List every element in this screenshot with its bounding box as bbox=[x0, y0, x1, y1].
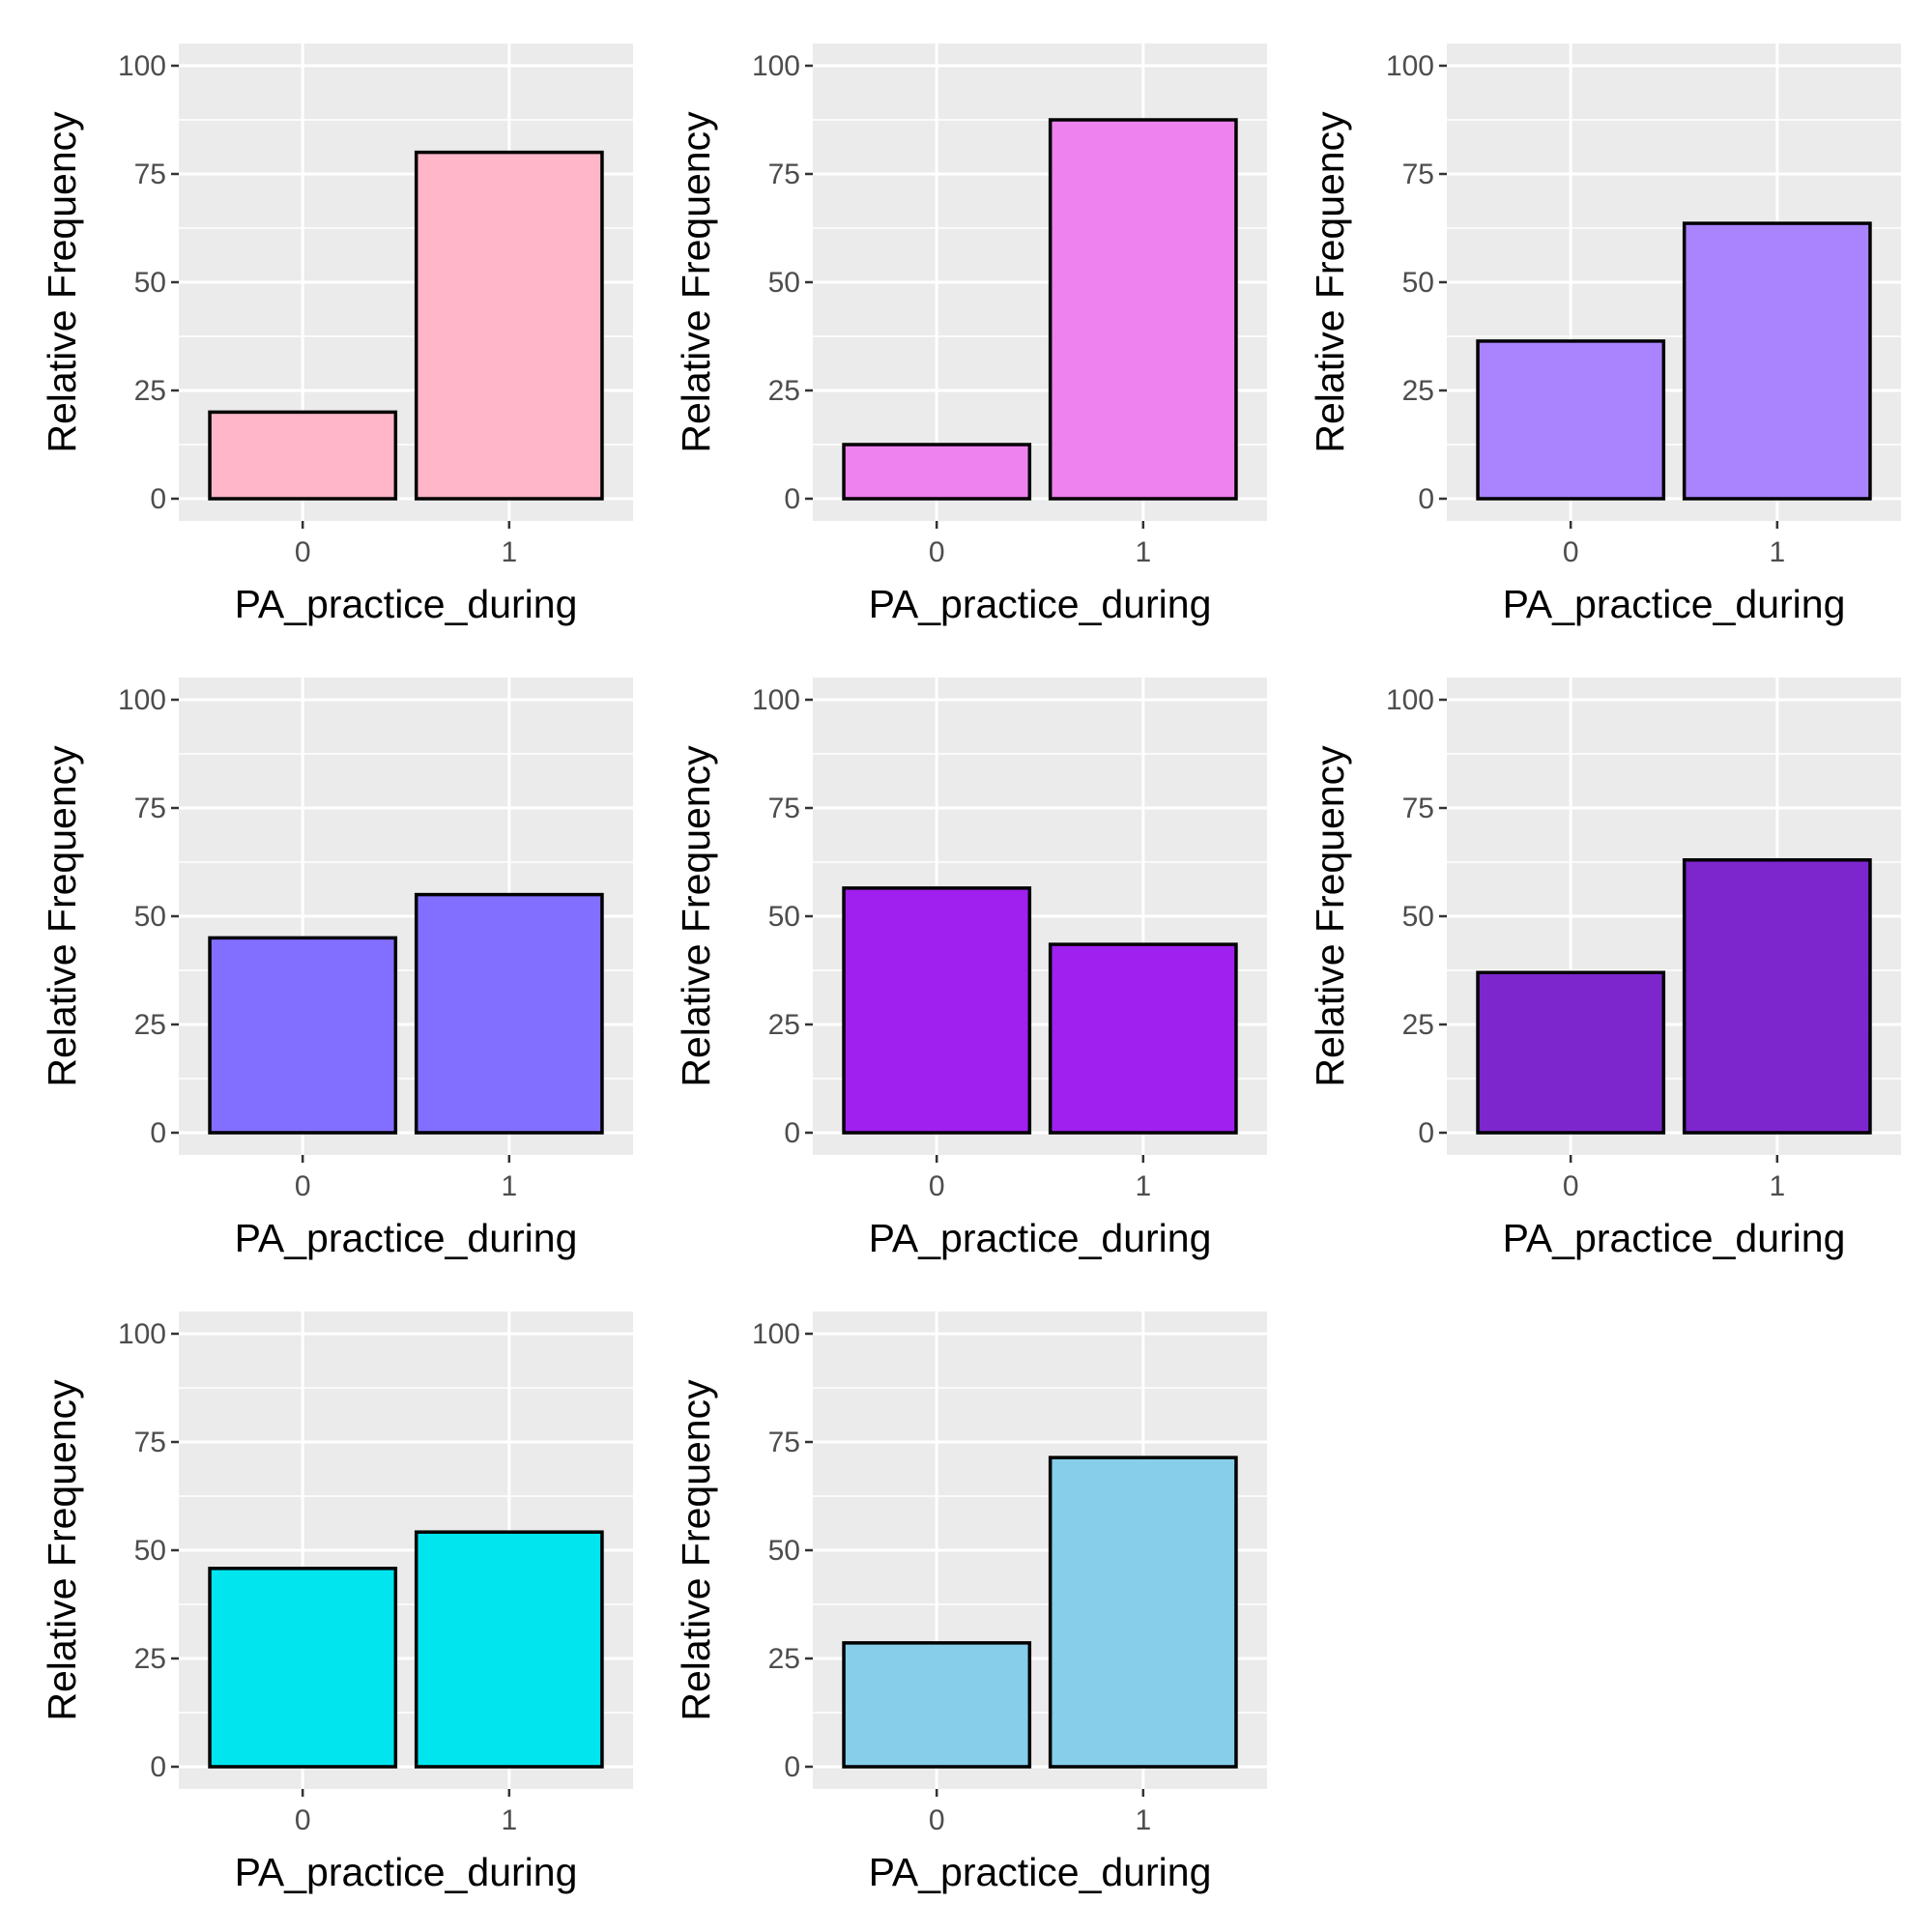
y-tick-label: 0 bbox=[150, 483, 166, 515]
bar-1 bbox=[414, 150, 604, 501]
y-tick-label: 75 bbox=[134, 1427, 166, 1458]
y-tick-label: 75 bbox=[768, 1427, 800, 1458]
x-axis-title: PA_practice_during bbox=[235, 582, 578, 626]
y-tick-label: 50 bbox=[768, 901, 800, 933]
y-tick-label: 25 bbox=[134, 1009, 166, 1041]
facet-panel-2: 0 25 50 75 100 0 1 PA_practice_during Relative F… bbox=[674, 43, 1267, 626]
y-tick-label: 50 bbox=[1402, 267, 1434, 299]
y-tick-label: 50 bbox=[134, 1535, 166, 1567]
x-axis-title: PA_practice_during bbox=[869, 1850, 1212, 1894]
y-axis-title: Relative Frequency bbox=[1308, 111, 1352, 453]
x-tick-label: 0 bbox=[1563, 1170, 1579, 1202]
x-tick-label: 0 bbox=[929, 1804, 945, 1836]
bar-1 bbox=[1048, 1456, 1238, 1769]
y-axis-title: Relative Frequency bbox=[1308, 745, 1352, 1087]
y-tick-label: 25 bbox=[768, 1643, 800, 1675]
y-tick-label: 75 bbox=[768, 159, 800, 190]
bar-0 bbox=[208, 1567, 398, 1769]
bar-1 bbox=[414, 1530, 604, 1769]
bar-1 bbox=[414, 892, 604, 1135]
y-tick-label: 50 bbox=[768, 267, 800, 299]
x-tick-label: 1 bbox=[1769, 1170, 1785, 1202]
y-axis-title: Relative Frequency bbox=[674, 111, 718, 453]
y-tick-label: 0 bbox=[784, 1117, 800, 1149]
facet-panel-3: 0 25 50 75 100 0 1 PA_practice_during Relative F… bbox=[1308, 43, 1901, 626]
y-tick-label: 25 bbox=[134, 1643, 166, 1675]
y-tick-label: 100 bbox=[1386, 684, 1434, 716]
y-tick-label: 75 bbox=[134, 159, 166, 190]
y-tick-label: 25 bbox=[1402, 375, 1434, 407]
bar-1 bbox=[1682, 858, 1872, 1135]
y-axis-title: Relative Frequency bbox=[40, 111, 84, 453]
x-tick-label: 1 bbox=[1135, 1804, 1151, 1836]
y-tick-label: 100 bbox=[752, 50, 800, 82]
facet-panel-5: 0 25 50 75 100 0 1 PA_practice_during Relative F… bbox=[674, 678, 1267, 1260]
y-tick-label: 25 bbox=[134, 375, 166, 407]
bar-1 bbox=[1682, 221, 1872, 501]
bar-0 bbox=[842, 443, 1032, 501]
y-tick-label: 50 bbox=[134, 267, 166, 299]
x-tick-label: 0 bbox=[295, 1170, 311, 1202]
y-tick-label: 100 bbox=[118, 1318, 166, 1350]
x-tick-label: 0 bbox=[1563, 536, 1579, 568]
y-tick-label: 75 bbox=[768, 793, 800, 824]
y-tick-label: 50 bbox=[134, 901, 166, 933]
x-axis-title: PA_practice_during bbox=[1503, 1216, 1846, 1260]
x-tick-label: 1 bbox=[1135, 1170, 1151, 1202]
x-axis-title: PA_practice_during bbox=[235, 1850, 578, 1894]
x-tick-label: 0 bbox=[295, 1804, 311, 1836]
y-axis-title: Relative Frequency bbox=[40, 745, 84, 1087]
facet-panel-1: 0 25 50 75 100 0 1 PA_practice_during Relative F… bbox=[40, 43, 633, 626]
y-tick-label: 50 bbox=[768, 1535, 800, 1567]
y-tick-label: 100 bbox=[118, 684, 166, 716]
bar-1 bbox=[1048, 942, 1238, 1135]
y-tick-label: 0 bbox=[784, 1751, 800, 1783]
y-tick-label: 25 bbox=[768, 1009, 800, 1041]
x-tick-label: 1 bbox=[501, 1804, 517, 1836]
y-tick-label: 0 bbox=[150, 1751, 166, 1783]
y-tick-label: 100 bbox=[752, 1318, 800, 1350]
x-axis-title: PA_practice_during bbox=[235, 1216, 578, 1260]
y-tick-label: 25 bbox=[1402, 1009, 1434, 1041]
y-tick-label: 0 bbox=[150, 1117, 166, 1149]
x-axis-title: PA_practice_during bbox=[869, 1216, 1212, 1260]
y-tick-label: 75 bbox=[1402, 159, 1434, 190]
facet-panel-7: 0 25 50 75 100 0 1 PA_practice_during Relative F… bbox=[40, 1312, 633, 1894]
bar-0 bbox=[208, 410, 398, 501]
facet-panel-4: 0 25 50 75 100 0 1 PA_practice_during Relative F… bbox=[40, 678, 633, 1260]
x-tick-label: 0 bbox=[929, 536, 945, 568]
facet-panel-6: 0 25 50 75 100 0 1 PA_practice_during Relative F… bbox=[1308, 678, 1901, 1260]
x-tick-label: 1 bbox=[1135, 536, 1151, 568]
y-tick-label: 0 bbox=[1418, 483, 1434, 515]
x-tick-label: 0 bbox=[929, 1170, 945, 1202]
y-axis-title: Relative Frequency bbox=[674, 1379, 718, 1721]
y-tick-label: 0 bbox=[1418, 1117, 1434, 1149]
x-tick-label: 1 bbox=[501, 536, 517, 568]
y-axis-title: Relative Frequency bbox=[674, 745, 718, 1087]
bar-0 bbox=[842, 1641, 1032, 1769]
bar-0 bbox=[208, 936, 398, 1135]
x-tick-label: 1 bbox=[1769, 536, 1785, 568]
y-tick-label: 50 bbox=[1402, 901, 1434, 933]
x-axis-title: PA_practice_during bbox=[869, 582, 1212, 626]
y-axis-title: Relative Frequency bbox=[40, 1379, 84, 1721]
y-tick-label: 0 bbox=[784, 483, 800, 515]
y-tick-label: 75 bbox=[134, 793, 166, 824]
y-tick-label: 100 bbox=[752, 684, 800, 716]
x-tick-label: 1 bbox=[501, 1170, 517, 1202]
y-tick-label: 25 bbox=[768, 375, 800, 407]
bar-0 bbox=[1476, 970, 1666, 1135]
y-tick-label: 100 bbox=[118, 50, 166, 82]
x-tick-label: 0 bbox=[295, 536, 311, 568]
bar-0 bbox=[842, 886, 1032, 1135]
facet-panel-8: 0 25 50 75 100 0 1 PA_practice_during Relative F… bbox=[674, 1312, 1267, 1894]
y-tick-label: 100 bbox=[1386, 50, 1434, 82]
bar-1 bbox=[1048, 118, 1238, 501]
x-axis-title: PA_practice_during bbox=[1503, 582, 1846, 626]
y-tick-label: 75 bbox=[1402, 793, 1434, 824]
bar-0 bbox=[1476, 339, 1666, 501]
